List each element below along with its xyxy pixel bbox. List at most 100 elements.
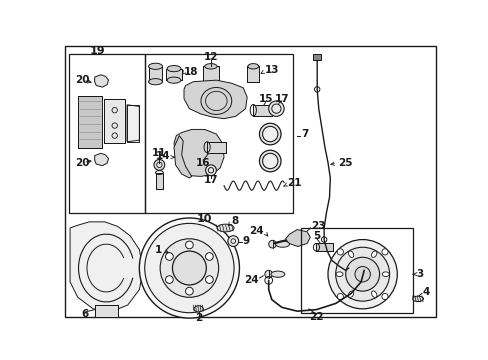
Polygon shape bbox=[203, 66, 218, 82]
Circle shape bbox=[337, 293, 343, 300]
Polygon shape bbox=[95, 75, 108, 87]
Circle shape bbox=[172, 251, 206, 285]
Circle shape bbox=[337, 249, 343, 255]
Text: 2: 2 bbox=[195, 313, 202, 323]
Ellipse shape bbox=[348, 251, 353, 257]
Text: 23: 23 bbox=[310, 221, 325, 231]
Text: 6: 6 bbox=[81, 309, 89, 319]
Text: 12: 12 bbox=[203, 52, 218, 62]
Circle shape bbox=[205, 165, 216, 176]
Ellipse shape bbox=[262, 126, 277, 142]
Bar bbox=[166, 69, 182, 80]
Circle shape bbox=[345, 257, 379, 291]
Text: 19: 19 bbox=[90, 46, 105, 56]
Circle shape bbox=[268, 101, 284, 116]
Circle shape bbox=[227, 236, 238, 247]
Polygon shape bbox=[95, 305, 118, 316]
Text: 24: 24 bbox=[249, 226, 264, 236]
Ellipse shape bbox=[412, 296, 423, 302]
Text: 3: 3 bbox=[416, 269, 423, 279]
Polygon shape bbox=[339, 257, 358, 271]
Ellipse shape bbox=[371, 251, 376, 257]
Bar bbox=[95, 305, 118, 316]
Ellipse shape bbox=[371, 291, 376, 297]
Ellipse shape bbox=[275, 241, 289, 247]
Circle shape bbox=[381, 293, 387, 300]
Text: 16: 16 bbox=[196, 158, 210, 167]
Text: 20: 20 bbox=[75, 75, 89, 85]
Circle shape bbox=[144, 223, 234, 313]
Text: 10: 10 bbox=[197, 214, 212, 224]
Bar bbox=[253, 105, 271, 116]
Ellipse shape bbox=[335, 272, 342, 276]
Bar bbox=[246, 66, 259, 82]
Circle shape bbox=[165, 276, 173, 283]
Polygon shape bbox=[70, 222, 143, 311]
Bar bbox=[301, 228, 412, 313]
Text: 5: 5 bbox=[312, 231, 320, 241]
Bar bbox=[127, 105, 139, 142]
Bar bbox=[316, 243, 333, 251]
Ellipse shape bbox=[167, 66, 181, 72]
Polygon shape bbox=[148, 66, 162, 82]
Circle shape bbox=[185, 287, 193, 295]
Ellipse shape bbox=[204, 64, 217, 69]
Polygon shape bbox=[166, 69, 182, 80]
Bar bbox=[155, 172, 163, 189]
Ellipse shape bbox=[348, 291, 353, 297]
Polygon shape bbox=[104, 99, 125, 143]
Text: 22: 22 bbox=[308, 311, 323, 321]
Bar bbox=[207, 142, 225, 153]
Bar bbox=[203, 66, 218, 82]
Text: 18: 18 bbox=[183, 67, 198, 77]
Polygon shape bbox=[316, 243, 333, 251]
Polygon shape bbox=[127, 105, 139, 142]
Bar bbox=[313, 54, 321, 60]
Ellipse shape bbox=[270, 271, 285, 277]
Ellipse shape bbox=[259, 123, 281, 145]
Ellipse shape bbox=[247, 64, 258, 69]
Circle shape bbox=[205, 276, 213, 283]
Ellipse shape bbox=[217, 224, 234, 232]
Ellipse shape bbox=[148, 63, 162, 69]
Polygon shape bbox=[207, 142, 225, 153]
Bar bbox=[104, 99, 125, 143]
Polygon shape bbox=[95, 153, 108, 166]
Bar bbox=[144, 54, 293, 213]
Circle shape bbox=[165, 253, 173, 260]
Ellipse shape bbox=[194, 306, 203, 312]
Ellipse shape bbox=[382, 272, 388, 276]
Circle shape bbox=[264, 270, 272, 278]
Polygon shape bbox=[78, 95, 102, 148]
Text: 8: 8 bbox=[231, 216, 239, 226]
Text: 4: 4 bbox=[422, 287, 429, 297]
Circle shape bbox=[359, 266, 368, 275]
Circle shape bbox=[160, 239, 218, 297]
Text: 20: 20 bbox=[75, 158, 89, 167]
Text: 1: 1 bbox=[155, 244, 162, 255]
Circle shape bbox=[185, 241, 193, 249]
Text: 24: 24 bbox=[244, 275, 258, 285]
Text: 13: 13 bbox=[264, 65, 279, 75]
Polygon shape bbox=[174, 130, 224, 176]
Text: 25: 25 bbox=[337, 158, 352, 167]
Circle shape bbox=[205, 253, 213, 260]
Circle shape bbox=[381, 249, 387, 255]
Text: 11: 11 bbox=[152, 148, 166, 158]
Circle shape bbox=[327, 239, 396, 309]
Text: 17: 17 bbox=[203, 175, 218, 185]
Text: 15: 15 bbox=[259, 94, 273, 104]
Text: 9: 9 bbox=[242, 236, 249, 246]
Ellipse shape bbox=[167, 77, 181, 83]
Text: 21: 21 bbox=[286, 178, 301, 188]
Polygon shape bbox=[174, 136, 191, 178]
Text: 17: 17 bbox=[274, 94, 288, 104]
Circle shape bbox=[139, 218, 239, 318]
Polygon shape bbox=[183, 80, 246, 119]
Circle shape bbox=[154, 159, 164, 170]
Bar bbox=[78, 95, 102, 148]
Bar bbox=[148, 66, 162, 82]
Polygon shape bbox=[246, 66, 259, 82]
Ellipse shape bbox=[259, 150, 281, 172]
Text: 7: 7 bbox=[301, 129, 308, 139]
